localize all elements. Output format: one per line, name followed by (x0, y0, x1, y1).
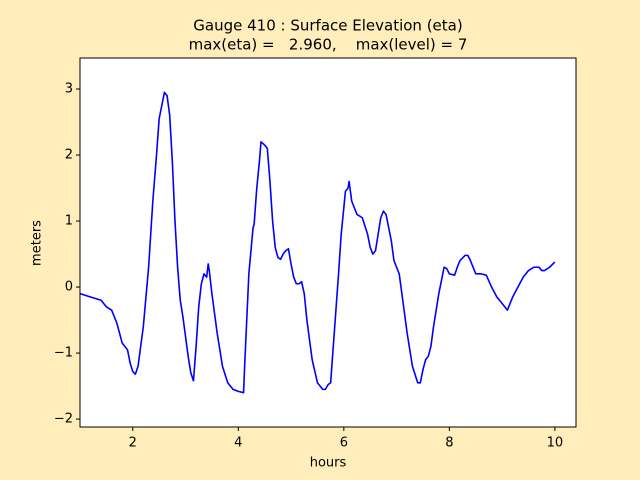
y-axis-label: meters (30, 220, 45, 266)
chart-subtitle: max(eta) = 2.960, max(level) = 7 (189, 36, 468, 54)
x-tick-label: 2 (129, 436, 137, 451)
y-tick-label: 3 (65, 82, 73, 97)
x-tick-label: 6 (340, 436, 348, 451)
plot-area (80, 58, 576, 427)
y-tick-label: −1 (54, 346, 73, 361)
x-tick-label: 10 (547, 436, 564, 451)
chart-title: Gauge 410 : Surface Elevation (eta) (193, 17, 462, 35)
axes-frame (79, 57, 577, 428)
x-tick-label: 8 (445, 436, 453, 451)
x-tick-label: 4 (234, 436, 242, 451)
y-tick-label: −2 (54, 412, 73, 427)
y-tick-label: 1 (65, 214, 73, 229)
data-line (79, 91, 556, 394)
y-tick-label: 0 (65, 280, 73, 295)
y-tick-label: 2 (65, 148, 73, 163)
x-axis-label: hours (310, 456, 347, 471)
